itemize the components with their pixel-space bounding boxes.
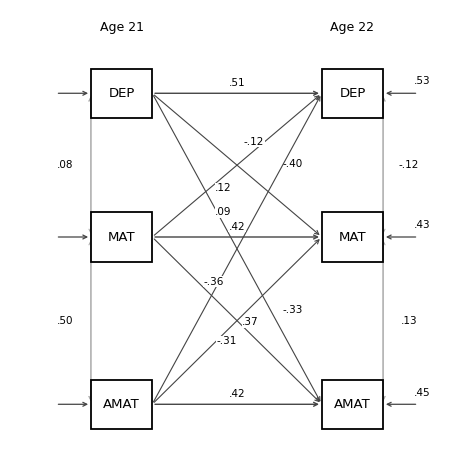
Text: -.36: -.36 — [203, 277, 223, 287]
Text: .53: .53 — [414, 76, 430, 86]
Text: MAT: MAT — [338, 230, 366, 244]
Text: .12: .12 — [215, 183, 232, 193]
Text: MAT: MAT — [108, 230, 136, 244]
FancyBboxPatch shape — [91, 380, 152, 429]
Text: .50: .50 — [57, 316, 73, 326]
Text: .09: .09 — [215, 207, 232, 217]
Text: -.12: -.12 — [244, 137, 264, 147]
FancyBboxPatch shape — [91, 212, 152, 262]
Text: AMAT: AMAT — [334, 398, 371, 411]
Text: Age 21: Age 21 — [100, 21, 144, 34]
FancyBboxPatch shape — [322, 380, 383, 429]
Text: DEP: DEP — [109, 87, 135, 100]
Text: .45: .45 — [414, 388, 430, 398]
Text: .43: .43 — [414, 220, 430, 230]
Text: -.40: -.40 — [283, 159, 303, 169]
Text: .08: .08 — [57, 160, 73, 170]
FancyBboxPatch shape — [91, 69, 152, 118]
Text: .37: .37 — [242, 317, 259, 327]
Text: -.12: -.12 — [399, 160, 419, 170]
Text: DEP: DEP — [339, 87, 365, 100]
FancyBboxPatch shape — [322, 212, 383, 262]
Text: -.33: -.33 — [283, 305, 303, 315]
Text: Age 22: Age 22 — [330, 21, 374, 34]
FancyBboxPatch shape — [322, 69, 383, 118]
Text: AMAT: AMAT — [103, 398, 140, 411]
Text: .13: .13 — [401, 316, 417, 326]
Text: .42: .42 — [228, 389, 246, 399]
Text: .51: .51 — [228, 78, 246, 88]
Text: -.31: -.31 — [217, 336, 237, 346]
Text: .42: .42 — [228, 222, 246, 232]
